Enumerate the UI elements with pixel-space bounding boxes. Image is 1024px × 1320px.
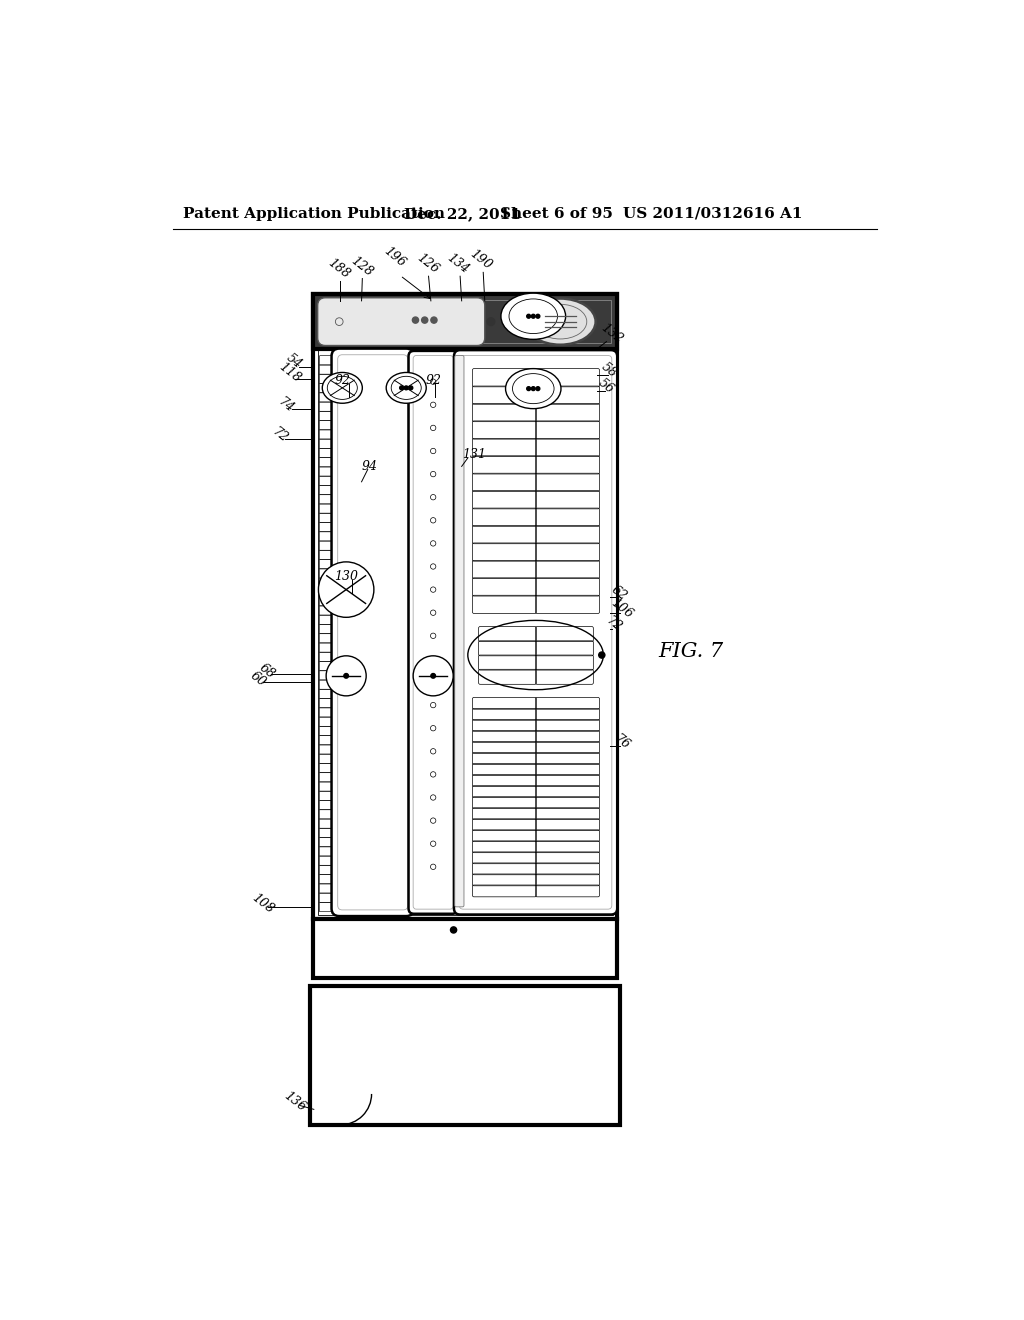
Text: 92: 92 xyxy=(334,374,350,387)
Text: 74: 74 xyxy=(275,395,296,414)
Ellipse shape xyxy=(323,372,362,404)
Circle shape xyxy=(536,314,540,318)
Circle shape xyxy=(336,318,343,326)
Circle shape xyxy=(536,387,540,391)
Text: Patent Application Publication: Patent Application Publication xyxy=(183,207,444,220)
FancyBboxPatch shape xyxy=(313,294,617,350)
Circle shape xyxy=(487,318,495,326)
FancyBboxPatch shape xyxy=(313,919,617,978)
Text: FIG. 7: FIG. 7 xyxy=(658,642,723,661)
Text: 132: 132 xyxy=(598,321,626,346)
Text: 134: 134 xyxy=(444,251,471,276)
FancyBboxPatch shape xyxy=(455,355,464,907)
Circle shape xyxy=(526,387,530,391)
FancyBboxPatch shape xyxy=(332,348,414,916)
Ellipse shape xyxy=(468,620,603,690)
Text: 94: 94 xyxy=(361,459,378,473)
Circle shape xyxy=(326,656,367,696)
Text: 62: 62 xyxy=(609,583,630,603)
Text: 72: 72 xyxy=(604,614,625,635)
Text: 108: 108 xyxy=(250,891,276,916)
Circle shape xyxy=(413,656,454,696)
Text: 128: 128 xyxy=(348,253,375,279)
Ellipse shape xyxy=(525,298,596,345)
Circle shape xyxy=(318,562,374,618)
Ellipse shape xyxy=(501,293,565,339)
Text: Sheet 6 of 95: Sheet 6 of 95 xyxy=(500,207,613,220)
Text: 92: 92 xyxy=(425,374,441,387)
Text: 118: 118 xyxy=(276,360,303,385)
Text: 76: 76 xyxy=(611,733,632,752)
Text: 106: 106 xyxy=(608,597,635,622)
Text: 188: 188 xyxy=(325,256,352,281)
Circle shape xyxy=(404,385,409,389)
Circle shape xyxy=(531,314,536,318)
Text: 196: 196 xyxy=(381,244,408,269)
Text: 131: 131 xyxy=(462,449,485,462)
Text: 190: 190 xyxy=(467,248,495,272)
Circle shape xyxy=(531,387,536,391)
FancyBboxPatch shape xyxy=(454,350,617,915)
Circle shape xyxy=(344,673,348,678)
Ellipse shape xyxy=(506,368,561,409)
Circle shape xyxy=(399,385,403,389)
Circle shape xyxy=(526,314,530,318)
Text: 54: 54 xyxy=(285,351,305,371)
Text: 68: 68 xyxy=(257,661,278,681)
Circle shape xyxy=(413,317,419,323)
Text: 126: 126 xyxy=(415,251,441,276)
Circle shape xyxy=(409,385,413,389)
Text: 58: 58 xyxy=(599,360,620,380)
Circle shape xyxy=(599,652,605,659)
Circle shape xyxy=(422,317,428,323)
Text: 136: 136 xyxy=(282,1089,308,1114)
Text: Dec. 22, 2011: Dec. 22, 2011 xyxy=(403,207,521,220)
FancyBboxPatch shape xyxy=(409,351,458,913)
Circle shape xyxy=(431,673,435,678)
FancyBboxPatch shape xyxy=(317,298,484,346)
Text: 72: 72 xyxy=(269,425,290,446)
Circle shape xyxy=(451,927,457,933)
FancyBboxPatch shape xyxy=(313,294,617,919)
Text: 60: 60 xyxy=(248,669,268,689)
Circle shape xyxy=(431,317,437,323)
Text: 56: 56 xyxy=(596,376,616,396)
Ellipse shape xyxy=(386,372,426,404)
FancyBboxPatch shape xyxy=(310,986,621,1125)
Text: 130: 130 xyxy=(334,570,358,583)
Text: US 2011/0312616 A1: US 2011/0312616 A1 xyxy=(624,207,803,220)
